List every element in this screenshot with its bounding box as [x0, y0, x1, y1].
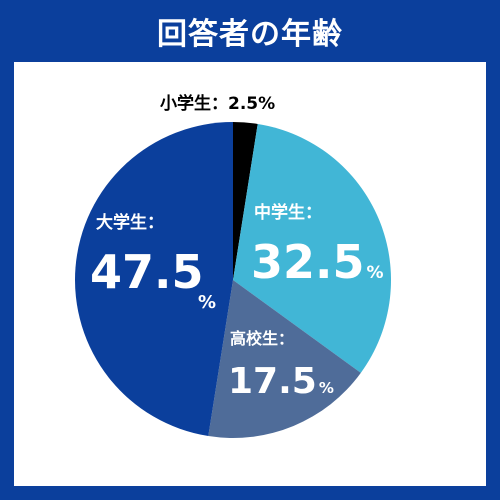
label-high-school-value: 17.5% [228, 361, 334, 402]
chart-title: 回答者の年齢 [157, 17, 343, 52]
chart-header: 回答者の年齢 [0, 0, 500, 62]
label-elementary: 小学生：2.5% [160, 93, 275, 114]
label-university-value: 47.5 [90, 245, 204, 299]
label-elementary-name: 小学生： [160, 93, 228, 114]
label-university-unit: % [198, 292, 216, 313]
slice-junior-high [233, 123, 391, 373]
slice-university [75, 122, 233, 437]
label-elementary-value: 2.5% [228, 94, 275, 114]
slice-high-school [208, 280, 361, 438]
label-university-name: 大学生： [96, 212, 164, 233]
slice-elementary [233, 122, 258, 280]
label-high-school-name: 高校生： [230, 329, 294, 348]
label-high-school-unit: % [319, 379, 334, 397]
label-junior-high-name: 中学生： [254, 202, 322, 223]
label-junior-high-value: 32.5% [251, 235, 384, 289]
label-junior-high-unit: % [367, 263, 384, 283]
